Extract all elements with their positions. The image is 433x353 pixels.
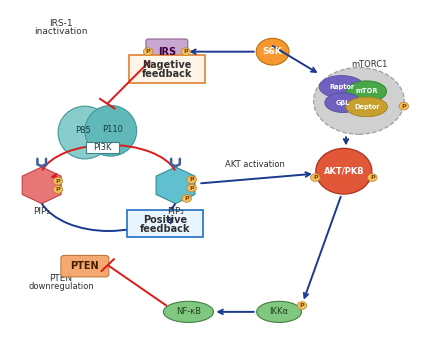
Text: S6K: S6K — [263, 47, 282, 56]
Text: P: P — [55, 187, 60, 192]
Circle shape — [256, 38, 289, 65]
Ellipse shape — [346, 97, 388, 117]
Circle shape — [368, 174, 377, 181]
Text: inactivation: inactivation — [34, 27, 88, 36]
Ellipse shape — [319, 76, 364, 98]
Text: P: P — [370, 175, 375, 180]
Circle shape — [187, 176, 197, 184]
Ellipse shape — [347, 81, 387, 102]
Text: downregulation: downregulation — [28, 282, 94, 291]
Text: PTEN: PTEN — [49, 274, 73, 283]
Text: mTORC1: mTORC1 — [352, 60, 388, 69]
Polygon shape — [22, 167, 61, 204]
Text: P: P — [183, 49, 188, 54]
Circle shape — [53, 177, 63, 185]
Text: Deptor: Deptor — [354, 104, 379, 110]
Text: P: P — [146, 49, 150, 54]
Text: feedback: feedback — [142, 70, 192, 79]
Circle shape — [143, 48, 153, 55]
Text: P110: P110 — [103, 125, 123, 133]
Text: PIP₂: PIP₂ — [33, 207, 50, 216]
Text: Positive: Positive — [142, 215, 187, 225]
Text: P: P — [55, 179, 60, 184]
Circle shape — [310, 174, 320, 181]
Text: P: P — [189, 186, 194, 191]
Ellipse shape — [58, 106, 112, 159]
Text: mTOR: mTOR — [355, 88, 378, 94]
Text: feedback: feedback — [139, 224, 190, 234]
FancyBboxPatch shape — [61, 256, 109, 277]
Text: Nagetive: Nagetive — [142, 60, 191, 70]
Text: IKKα: IKKα — [270, 307, 288, 316]
Circle shape — [53, 186, 63, 193]
Text: IRS: IRS — [158, 47, 176, 57]
FancyBboxPatch shape — [146, 39, 188, 64]
Circle shape — [297, 302, 307, 310]
Text: PTEN: PTEN — [71, 261, 99, 271]
Text: AKT activation: AKT activation — [226, 160, 285, 169]
Ellipse shape — [325, 93, 361, 113]
Text: NF-κB: NF-κB — [176, 307, 201, 316]
FancyBboxPatch shape — [86, 142, 119, 153]
FancyBboxPatch shape — [129, 55, 205, 83]
Text: AKT/PKB: AKT/PKB — [323, 167, 364, 176]
FancyBboxPatch shape — [127, 210, 203, 237]
Ellipse shape — [257, 301, 301, 322]
Text: PIP₂: PIP₂ — [167, 207, 184, 216]
Text: P: P — [300, 303, 304, 308]
Circle shape — [316, 148, 372, 194]
Circle shape — [399, 102, 409, 110]
Text: P: P — [313, 175, 318, 180]
Text: P: P — [189, 177, 194, 182]
Ellipse shape — [163, 301, 213, 322]
Circle shape — [187, 184, 197, 192]
Text: GβL: GβL — [336, 100, 350, 106]
Text: P85: P85 — [75, 126, 90, 135]
Circle shape — [182, 195, 191, 202]
Circle shape — [181, 48, 191, 55]
Text: IRS-1: IRS-1 — [49, 19, 73, 28]
Text: PI3K: PI3K — [93, 143, 112, 152]
Text: Raptor: Raptor — [329, 84, 354, 90]
Text: P: P — [401, 104, 406, 109]
Ellipse shape — [85, 106, 137, 156]
Polygon shape — [156, 167, 195, 204]
Ellipse shape — [313, 67, 404, 134]
Text: P: P — [184, 196, 189, 201]
